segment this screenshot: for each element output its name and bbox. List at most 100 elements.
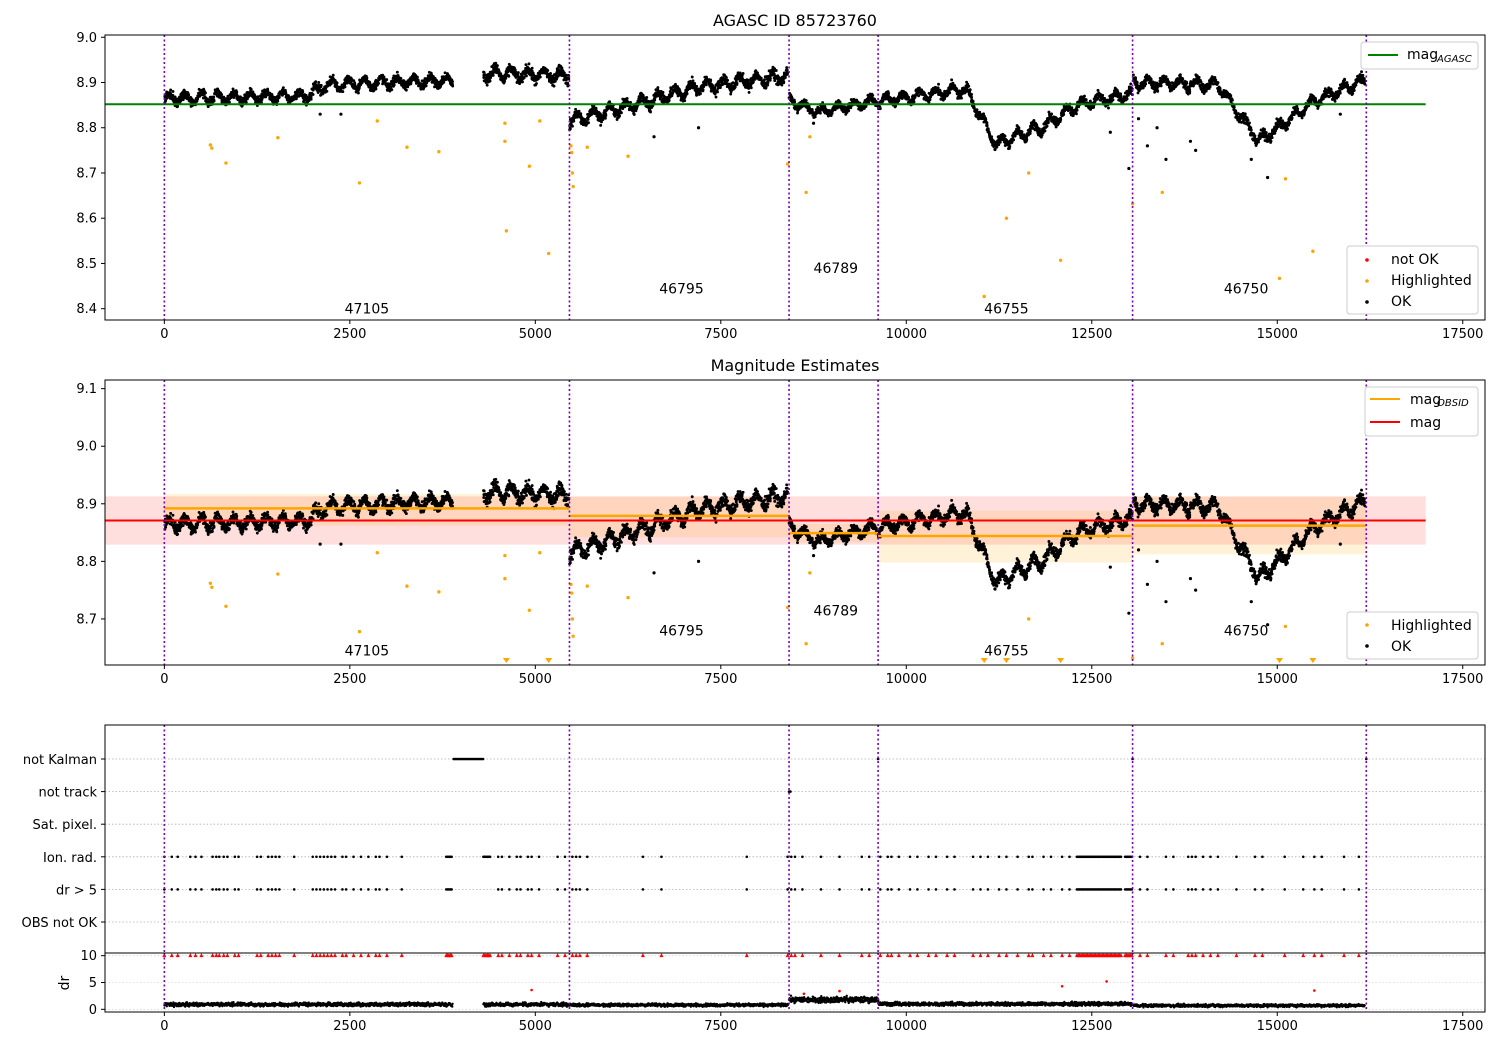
ok-point: [571, 124, 574, 128]
ok-point: [256, 95, 260, 99]
ok-point: [645, 96, 649, 99]
ok-point: [618, 114, 622, 118]
ok-point: [301, 90, 305, 94]
ok-point: [971, 99, 975, 103]
ok-point: [709, 79, 713, 83]
ok-point: [251, 90, 255, 94]
ok-point: [1059, 118, 1063, 122]
ok-point: [1028, 129, 1032, 133]
ok-point: [424, 84, 428, 88]
ok-point: [1156, 89, 1160, 93]
ok-point: [572, 119, 576, 123]
ok-point: [937, 82, 940, 86]
ok-point: [365, 76, 369, 80]
ok-point: [715, 89, 719, 93]
ok-point: [849, 106, 853, 110]
ok-point: [244, 100, 248, 104]
ok-point: [774, 69, 778, 72]
ok-point: [1288, 121, 1292, 125]
ok-point: [1285, 127, 1289, 131]
ok-point: [793, 100, 797, 104]
ok-point: [415, 75, 419, 79]
ok-point: [1243, 112, 1247, 116]
ok-point: [735, 83, 739, 86]
ok-point: [451, 80, 454, 84]
ok-point: [604, 112, 608, 116]
ok-point: [1248, 121, 1251, 125]
ok-point: [1119, 92, 1123, 96]
ok-point: [988, 132, 992, 136]
ok-point: [1178, 73, 1182, 77]
ok-point: [693, 81, 697, 85]
ok-point: [724, 76, 728, 79]
ok-point: [683, 99, 687, 103]
ok-point: [319, 85, 323, 89]
ok-point: [749, 86, 753, 90]
ok-point: [270, 92, 274, 96]
ok-point: [488, 79, 492, 83]
ok-point: [385, 78, 389, 82]
ok-point: [353, 81, 357, 85]
ok-point: [1020, 130, 1024, 134]
ok-point: [227, 100, 231, 104]
ok-point: [619, 111, 623, 115]
ok-point: [997, 143, 1001, 147]
ok-point: [586, 117, 590, 121]
ok-point: [995, 145, 999, 149]
ok-point: [356, 91, 360, 95]
ok-point: [567, 77, 571, 81]
ok-point: [566, 81, 570, 85]
ok-point: [1075, 108, 1079, 112]
ok-point: [1012, 138, 1016, 142]
ok-point: [1096, 88, 1100, 92]
ok-point: [1281, 119, 1285, 123]
ok-point: [331, 73, 335, 77]
ok-point: [392, 83, 396, 87]
ok-point: [960, 96, 963, 100]
ok-point: [530, 66, 534, 70]
ok-point: [249, 87, 253, 91]
ok-point: [1164, 75, 1168, 79]
ok-point: [1249, 128, 1253, 132]
ok-point: [950, 78, 954, 82]
ok-point: [212, 99, 216, 103]
ok-point: [751, 80, 755, 84]
ok-point: [451, 82, 454, 86]
ok-point: [409, 82, 413, 86]
ok-point: [235, 90, 239, 94]
ok-point: [266, 87, 270, 91]
ok-point: [1159, 84, 1163, 88]
ok-point: [1149, 77, 1153, 81]
ok-point: [1043, 129, 1047, 133]
ok-point: [985, 124, 989, 128]
ok-point: [907, 95, 911, 99]
ok-point: [239, 95, 242, 99]
ok-point: [226, 94, 230, 98]
ok-point: [1083, 94, 1086, 98]
ok-point: [212, 95, 216, 99]
ok-point: [281, 86, 285, 90]
ok-point: [549, 71, 553, 75]
ok-point: [594, 106, 598, 110]
ok-point: [395, 70, 399, 74]
ok-point: [1296, 107, 1300, 111]
ok-point: [656, 86, 660, 90]
ok-point: [1088, 99, 1092, 103]
ok-point: [986, 127, 990, 131]
ok-point: [625, 97, 629, 100]
ok-point: [599, 123, 603, 127]
ok-point: [1045, 124, 1049, 128]
ok-point: [1084, 98, 1088, 102]
ok-point: [887, 91, 891, 95]
ok-point: [1025, 138, 1029, 141]
ok-point: [171, 93, 175, 97]
ok-point: [1230, 98, 1234, 102]
ok-point: [1269, 139, 1273, 143]
ok-point: [1075, 112, 1078, 116]
ok-point: [546, 69, 550, 72]
ok-point: [685, 92, 689, 96]
ok-point: [1253, 134, 1257, 138]
ok-point: [948, 91, 952, 95]
ok-point: [969, 95, 973, 99]
